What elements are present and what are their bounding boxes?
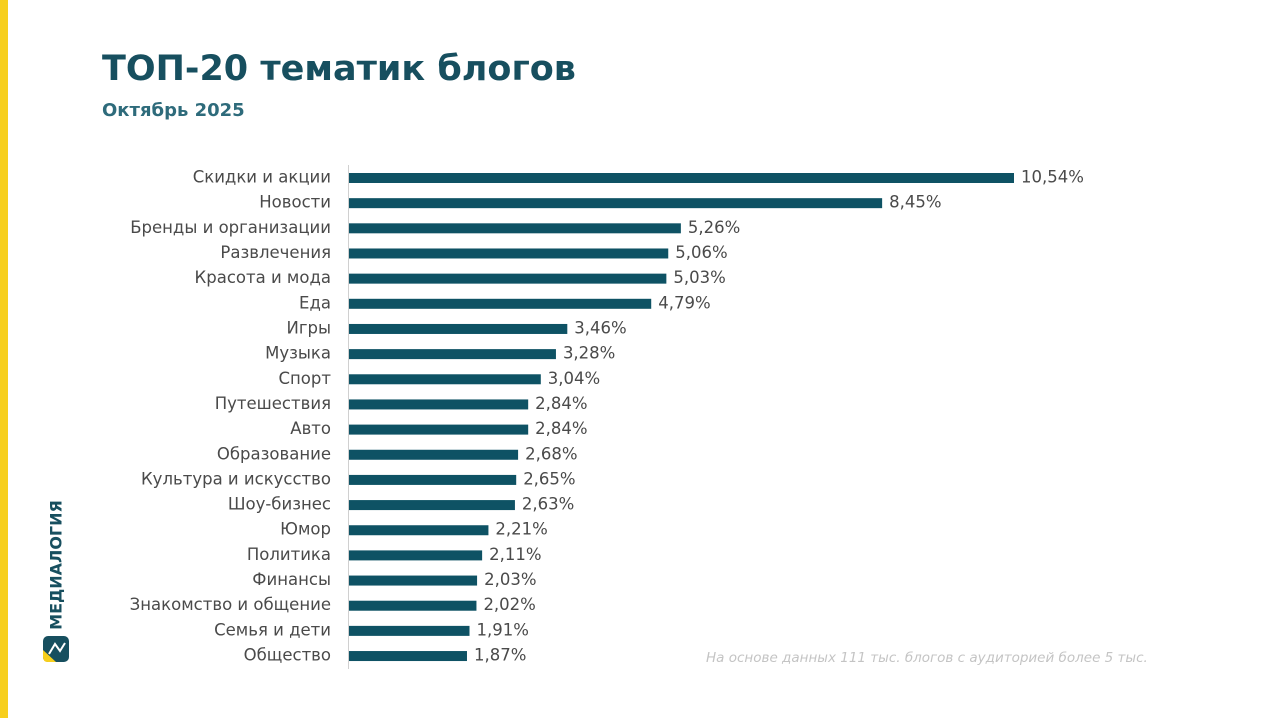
value-label: 3,46% — [574, 318, 626, 337]
brand-icon — [43, 636, 69, 662]
bar — [349, 248, 669, 259]
category-label: Юмор — [280, 520, 331, 539]
category-label: Путешествия — [215, 394, 331, 413]
value-label: 2,84% — [535, 394, 587, 413]
value-label: 2,21% — [495, 520, 547, 539]
category-label: Политика — [247, 545, 331, 564]
bar — [349, 525, 489, 536]
bar — [349, 374, 541, 385]
value-label: 2,65% — [523, 469, 575, 488]
brand-logo: МЕДИАЛОГИЯ — [47, 500, 66, 630]
category-label: Спорт — [279, 369, 332, 388]
value-label: 2,02% — [483, 595, 535, 614]
category-label: Общество — [244, 646, 331, 665]
value-label: 1,87% — [474, 646, 526, 665]
value-label: 8,45% — [889, 193, 941, 212]
bar — [349, 424, 529, 435]
bar — [349, 349, 556, 360]
category-label: Бренды и организации — [130, 218, 331, 237]
value-label: 3,28% — [563, 344, 615, 363]
bar — [349, 651, 467, 662]
value-label: 5,26% — [688, 218, 740, 237]
category-label: Финансы — [252, 570, 331, 589]
value-label: 1,91% — [477, 620, 529, 639]
category-label: Культура и искусство — [141, 469, 331, 488]
bar — [349, 625, 470, 636]
category-label: Красота и мода — [195, 268, 331, 287]
category-label: Новости — [259, 193, 331, 212]
category-label: Семья и дети — [214, 620, 331, 639]
bar — [349, 500, 515, 511]
bar — [349, 298, 652, 309]
chart-title: ТОП-20 тематик блогов — [102, 49, 576, 89]
category-label: Образование — [217, 444, 331, 463]
bar — [349, 173, 1014, 183]
value-label: 2,68% — [525, 444, 577, 463]
value-label: 5,06% — [675, 243, 727, 262]
bar — [349, 600, 477, 611]
category-label: Развлечения — [220, 243, 331, 262]
bar — [349, 198, 883, 209]
accent-stripe — [0, 0, 8, 718]
bar — [349, 575, 478, 586]
bar — [349, 399, 529, 410]
value-label: 5,03% — [673, 268, 725, 287]
category-label: Музыка — [265, 344, 331, 363]
value-label: 4,79% — [658, 293, 710, 312]
value-label: 3,04% — [548, 369, 600, 388]
category-label: Игры — [286, 318, 331, 337]
bar — [349, 474, 517, 485]
bar — [349, 273, 667, 284]
bar — [349, 323, 568, 334]
bar — [349, 550, 483, 561]
category-label: Шоу-бизнес — [228, 495, 331, 514]
value-label: 2,03% — [484, 570, 536, 589]
value-label: 2,11% — [489, 545, 541, 564]
category-label: Знакомство и общение — [130, 595, 331, 614]
value-label: 2,84% — [535, 419, 587, 438]
category-label: Авто — [290, 419, 331, 438]
chart-subtitle: Октябрь 2025 — [102, 100, 245, 121]
value-label: 10,54% — [1021, 168, 1084, 187]
footnote: На основе данных 111 тыс. блогов с аудит… — [706, 650, 1148, 666]
bar — [349, 223, 681, 234]
value-label: 2,63% — [522, 495, 574, 514]
category-label: Еда — [299, 293, 331, 312]
category-label: Скидки и акции — [193, 168, 331, 187]
bar — [349, 449, 519, 460]
